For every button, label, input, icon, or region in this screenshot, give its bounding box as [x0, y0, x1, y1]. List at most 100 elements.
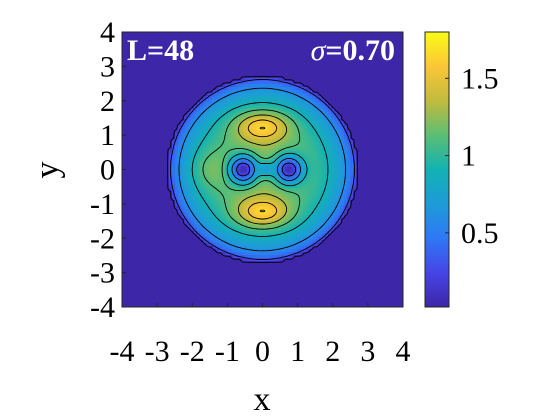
heatmap-cell — [187, 145, 192, 149]
heatmap-cell — [159, 145, 164, 149]
heatmap-cell — [165, 193, 170, 198]
heatmap-cell — [365, 32, 370, 36]
heatmap-cell — [309, 187, 314, 192]
heatmap-cell — [271, 59, 276, 64]
heatmap-cell — [190, 193, 195, 198]
heatmap-cell — [293, 38, 298, 42]
heatmap-cell — [203, 184, 207, 189]
heatmap-cell — [287, 117, 292, 122]
heatmap-cell — [265, 62, 270, 67]
heatmap-cell — [187, 87, 192, 91]
heatmap-cell — [234, 135, 239, 140]
heatmap-cell — [259, 132, 264, 137]
heatmap-cell — [359, 151, 364, 155]
heatmap-cell — [365, 163, 370, 168]
heatmap-cell — [309, 99, 314, 103]
heatmap-cell — [228, 135, 232, 140]
heatmap-cell — [225, 65, 229, 70]
heatmap-cell — [131, 138, 136, 143]
heatmap-cell — [381, 74, 385, 79]
heatmap-cell — [190, 99, 195, 103]
heatmap-cell — [268, 181, 273, 186]
heatmap-cell — [256, 151, 260, 155]
heatmap-cell — [328, 138, 332, 143]
heatmap-cell — [378, 65, 382, 70]
heatmap-cell — [243, 114, 248, 119]
heatmap-cell — [356, 163, 360, 168]
heatmap-cell — [246, 129, 251, 134]
heatmap-cell — [162, 138, 167, 143]
heatmap-cell — [337, 38, 342, 42]
heatmap-cell — [293, 114, 298, 119]
heatmap-cell — [162, 181, 167, 186]
heatmap-cell — [365, 120, 370, 125]
heatmap-cell — [262, 172, 267, 177]
heatmap-cell — [162, 41, 167, 45]
heatmap-cell — [387, 56, 392, 61]
heatmap-cell — [321, 197, 326, 201]
heatmap-cell — [234, 138, 239, 143]
heatmap-cell — [231, 142, 235, 146]
heatmap-cell — [378, 151, 382, 155]
heatmap-cell — [175, 53, 179, 58]
heatmap-cell — [162, 172, 167, 177]
heatmap-cell — [184, 160, 189, 164]
heatmap-cell — [359, 187, 364, 192]
heatmap-cell — [371, 154, 376, 158]
heatmap-cell — [384, 108, 388, 113]
heatmap-cell — [396, 114, 401, 119]
heatmap-cell — [287, 68, 292, 73]
heatmap-cell — [196, 117, 201, 122]
heatmap-cell — [200, 62, 204, 67]
heatmap-cell — [178, 56, 182, 61]
heatmap-cell — [231, 105, 235, 109]
heatmap-cell — [162, 126, 167, 131]
heatmap-cell — [209, 145, 214, 149]
heatmap-cell — [231, 71, 235, 76]
heatmap-cell — [134, 172, 139, 177]
heatmap-cell — [268, 138, 273, 143]
heatmap-cell — [153, 83, 157, 88]
heatmap-cell — [246, 190, 251, 195]
heatmap-cell — [125, 200, 129, 204]
heatmap-cell — [206, 59, 211, 64]
heatmap-cell — [359, 102, 364, 106]
heatmap-cell — [290, 80, 295, 85]
heatmap-cell — [125, 187, 129, 192]
heatmap-cell — [134, 135, 139, 140]
heatmap-cell — [271, 71, 276, 76]
heatmap-cell — [150, 120, 154, 125]
heatmap-cell — [293, 74, 298, 79]
heatmap-cell — [365, 99, 370, 103]
heatmap-cell — [171, 169, 176, 174]
heatmap-cell — [243, 123, 248, 128]
heatmap-cell — [156, 157, 161, 161]
heatmap-cell — [218, 114, 223, 119]
heatmap-cell — [306, 129, 310, 134]
heatmap-cell — [181, 105, 186, 109]
heatmap-cell — [274, 132, 279, 137]
heatmap-cell — [271, 102, 276, 106]
heatmap-cell — [396, 151, 401, 155]
heatmap-cell — [293, 77, 298, 82]
heatmap-cell — [259, 181, 264, 186]
heatmap-cell — [143, 93, 148, 97]
heatmap-cell — [265, 41, 270, 45]
heatmap-cell — [315, 53, 320, 58]
heatmap-cell — [281, 129, 285, 134]
heatmap-cell — [250, 99, 254, 103]
heatmap-cell — [309, 77, 314, 82]
heatmap-cell — [171, 154, 176, 158]
heatmap-cell — [331, 175, 335, 180]
heatmap-cell — [306, 135, 310, 140]
heatmap-cell — [178, 114, 182, 119]
heatmap-cell — [340, 108, 345, 113]
heatmap-cell — [153, 157, 157, 161]
heatmap-cell — [184, 74, 189, 79]
heatmap-cell — [378, 68, 382, 73]
heatmap-cell — [140, 99, 145, 103]
heatmap-cell — [175, 108, 179, 113]
heatmap-cell — [209, 142, 214, 146]
heatmap-cell — [184, 163, 189, 168]
heatmap-cell — [328, 193, 332, 198]
